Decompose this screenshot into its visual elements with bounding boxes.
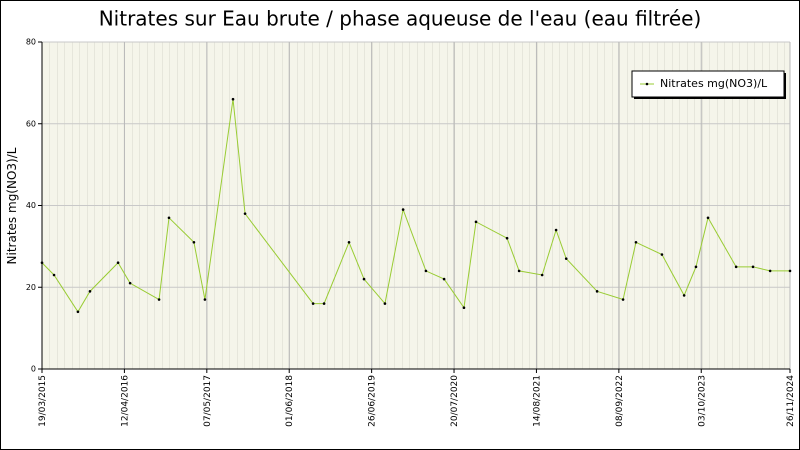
data-point xyxy=(167,216,171,220)
data-point xyxy=(706,216,710,220)
data-point xyxy=(231,97,235,101)
data-point xyxy=(660,253,664,256)
data-point xyxy=(243,212,247,215)
data-point xyxy=(682,294,686,297)
data-point xyxy=(88,290,92,293)
data-point xyxy=(517,269,521,273)
x-tick-label: 19/03/2015 xyxy=(38,375,48,427)
data-point xyxy=(76,310,80,314)
x-tick-label: 14/08/2021 xyxy=(532,375,542,427)
y-tick-label: 80 xyxy=(26,38,36,47)
data-point xyxy=(322,302,326,305)
data-point xyxy=(505,236,509,240)
series-line xyxy=(41,99,790,313)
legend-marker xyxy=(645,82,649,86)
data-point xyxy=(424,269,428,273)
y-tick-label: 0 xyxy=(31,365,36,374)
data-point xyxy=(462,306,466,309)
data-point xyxy=(383,302,387,305)
x-tick-label: 26/11/2024 xyxy=(786,375,796,427)
x-tick-label: 03/10/2023 xyxy=(697,375,707,427)
data-point xyxy=(128,281,132,285)
data-point xyxy=(474,220,478,224)
y-axis-label: Nitrates mg(NO3)/L xyxy=(5,147,19,264)
data-point xyxy=(203,298,207,301)
data-point xyxy=(564,257,568,260)
data-point xyxy=(621,298,625,301)
data-point xyxy=(40,261,44,265)
y-tick-label: 60 xyxy=(26,119,36,128)
data-point xyxy=(694,265,698,269)
data-point xyxy=(157,298,161,301)
data-point xyxy=(634,240,638,244)
data-point xyxy=(788,269,792,273)
data-point xyxy=(540,273,544,277)
data-point xyxy=(116,261,120,265)
x-tick-label: 20/07/2020 xyxy=(450,375,460,427)
x-tick-label: 26/06/2019 xyxy=(368,375,378,427)
legend-label: Nitrates mg(NO3)/L xyxy=(660,77,768,90)
x-tick-label: 07/05/2017 xyxy=(203,375,213,427)
data-point xyxy=(768,269,772,273)
x-tick-label: 12/04/2016 xyxy=(120,375,130,427)
data-point xyxy=(595,290,599,293)
chart-title: Nitrates sur Eau brute / phase aqueuse d… xyxy=(99,7,702,31)
legend-box xyxy=(631,70,785,98)
data-point xyxy=(734,265,738,269)
data-point xyxy=(442,277,446,281)
data-point xyxy=(751,265,755,269)
data-point xyxy=(192,240,196,244)
data-point xyxy=(401,208,405,211)
data-point xyxy=(347,240,351,244)
x-tick-label: 01/06/2018 xyxy=(285,375,295,427)
y-tick-label: 40 xyxy=(26,201,36,210)
data-point xyxy=(52,273,56,277)
data-point xyxy=(362,277,366,281)
data-point xyxy=(311,302,315,305)
data-point xyxy=(554,228,558,232)
x-tick-label: 08/09/2022 xyxy=(615,375,625,427)
y-tick-label: 20 xyxy=(26,283,36,292)
